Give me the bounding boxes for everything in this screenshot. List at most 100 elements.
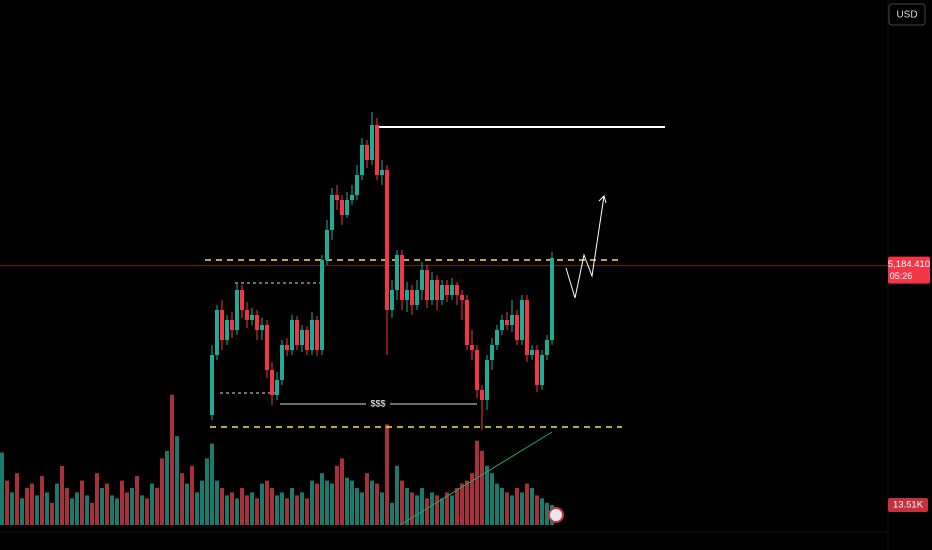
candle-body — [440, 285, 444, 300]
candle-body — [500, 320, 504, 330]
candle-body — [260, 325, 264, 330]
volume-bar — [370, 480, 374, 525]
candle-body — [540, 355, 544, 385]
candle-body — [445, 285, 449, 295]
volume-bar — [130, 488, 134, 525]
candle-body — [505, 320, 509, 325]
volume-bar — [55, 483, 59, 525]
volume-bar — [255, 498, 259, 525]
volume-bar — [310, 480, 314, 525]
volume-bar — [400, 480, 404, 525]
volume-tag-label: 13.51K — [893, 500, 924, 511]
candle-body — [515, 315, 519, 340]
volume-bar — [225, 495, 229, 525]
volume-bar — [435, 495, 439, 525]
candle-body — [315, 320, 319, 350]
volume-bar — [205, 458, 209, 525]
volume-bar — [20, 498, 24, 525]
volume-bar — [460, 483, 464, 525]
volume-bar — [480, 451, 484, 525]
volume-bar — [60, 465, 64, 525]
candle-body — [330, 195, 334, 230]
candle-body — [345, 200, 349, 215]
volume-bar — [395, 465, 399, 525]
volume-bar — [340, 458, 344, 525]
volume-bar — [175, 436, 179, 525]
candle-body — [250, 315, 254, 320]
candle-body — [495, 330, 499, 345]
candle-body — [285, 345, 289, 350]
volume-bar — [515, 488, 519, 525]
volume-bar — [440, 498, 444, 525]
projection-path — [565, 195, 605, 299]
volume-bar — [30, 483, 34, 525]
candle-body — [265, 325, 269, 370]
volume-bar — [330, 483, 334, 525]
candle-body — [425, 270, 429, 300]
volume-bar — [450, 495, 454, 525]
candle-body — [295, 320, 299, 345]
candle-body — [520, 300, 524, 340]
volume-bar — [45, 492, 49, 525]
candle-body — [460, 295, 464, 300]
candle-body — [415, 290, 419, 305]
volume-bar — [295, 495, 299, 525]
candle-body — [385, 170, 389, 310]
volume-bar — [505, 492, 509, 525]
currency-label[interactable]: USD — [896, 10, 917, 21]
candle-body — [435, 280, 439, 300]
volume-bar — [270, 488, 274, 525]
volume-bar — [380, 492, 384, 525]
candle-body — [335, 195, 339, 200]
candle-body — [510, 315, 514, 325]
volume-bar — [245, 495, 249, 525]
volume-bar — [510, 495, 514, 525]
candle-body — [215, 310, 219, 355]
annotations — [399, 195, 607, 526]
price-tag-bg — [888, 256, 930, 284]
candle-body — [290, 320, 294, 350]
candle-body — [475, 350, 479, 390]
volume-bar — [140, 495, 144, 525]
volume-tag-bg — [888, 498, 928, 513]
candle-body — [360, 145, 364, 175]
volume-bar — [260, 483, 264, 525]
volume-bar — [470, 473, 474, 525]
candle-body — [545, 340, 549, 355]
volume-bar — [165, 451, 169, 525]
volume-bar — [360, 492, 364, 525]
volume-bar — [485, 465, 489, 525]
volume-bar — [50, 502, 54, 525]
candle-body — [455, 285, 459, 295]
candle-body — [525, 300, 529, 355]
volume-bar — [65, 488, 69, 525]
volume-bar — [430, 492, 434, 525]
candle-body — [410, 290, 414, 305]
candle-body — [485, 360, 489, 400]
projection-arrowhead — [598, 195, 607, 204]
volume-bar — [390, 502, 394, 525]
volume-bar — [40, 476, 44, 525]
candle-body — [220, 310, 224, 340]
volume-bar — [125, 492, 129, 525]
volume-bar — [90, 502, 94, 525]
candle-body — [380, 170, 384, 175]
volume-bar — [335, 465, 339, 525]
flag-icon[interactable] — [548, 507, 564, 523]
candle-body — [490, 345, 494, 360]
volume-bar — [10, 492, 14, 525]
candles-layer — [210, 112, 554, 430]
volume-bar — [290, 488, 294, 525]
volume-bar — [230, 492, 234, 525]
volume-bar — [215, 480, 219, 525]
currency-button[interactable] — [888, 3, 926, 26]
candle-body — [430, 280, 434, 300]
candle-body — [480, 390, 484, 400]
trend-line — [399, 431, 553, 526]
volume-bar — [410, 492, 414, 525]
volume-bar — [365, 473, 369, 525]
levels-layer: $$$ — [0, 126, 888, 428]
volume-bar — [100, 488, 104, 525]
volume-bar — [350, 480, 354, 525]
